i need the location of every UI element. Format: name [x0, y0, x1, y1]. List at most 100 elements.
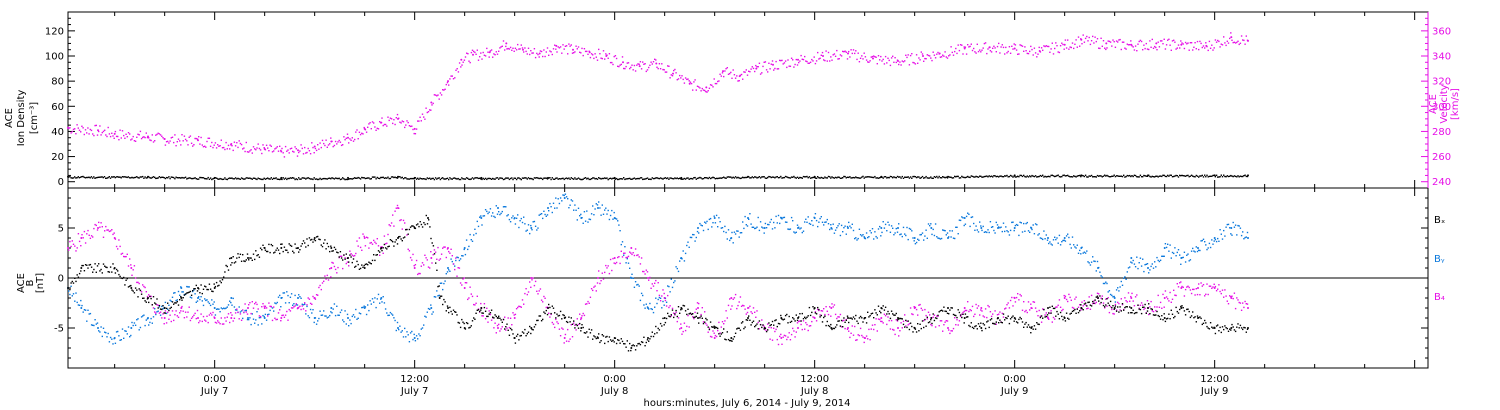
data-point [608, 177, 611, 180]
data-point [661, 177, 663, 180]
data-point [209, 288, 212, 290]
data-point [227, 269, 230, 271]
data-point [595, 337, 597, 340]
data-point [501, 321, 503, 323]
data-point [348, 265, 350, 267]
data-point [1213, 240, 1215, 242]
data-point [1088, 262, 1090, 264]
data-point [368, 261, 370, 263]
data-point [652, 177, 655, 180]
data-point [369, 300, 371, 302]
data-point [587, 221, 589, 223]
data-point [340, 144, 343, 147]
data-point [220, 281, 222, 284]
data-point [162, 137, 164, 139]
data-point [1094, 302, 1096, 305]
data-point [429, 109, 431, 111]
data-point [431, 104, 433, 106]
data-point [497, 207, 499, 209]
data-point [300, 297, 302, 299]
data-point [1198, 48, 1200, 51]
data-point [304, 146, 306, 149]
data-point [346, 313, 349, 316]
data-point [1059, 176, 1062, 178]
data-point [993, 175, 995, 177]
data-point [237, 146, 239, 149]
data-point [549, 316, 551, 318]
data-point [1008, 46, 1011, 48]
data-point [815, 177, 818, 179]
data-point [489, 208, 492, 210]
data-point [606, 177, 608, 179]
data-point [524, 328, 526, 331]
data-point [330, 137, 332, 139]
data-point [319, 142, 321, 144]
data-point [111, 229, 113, 231]
data-point [108, 133, 111, 135]
data-point [634, 70, 637, 72]
data-point [413, 337, 416, 339]
data-point [138, 282, 140, 285]
data-point [604, 342, 606, 345]
data-point [923, 239, 925, 241]
data-point [292, 177, 294, 179]
data-point [723, 328, 725, 330]
data-point [796, 322, 799, 324]
data-point [121, 176, 124, 178]
data-point [545, 177, 547, 179]
data-point [121, 252, 124, 255]
data-point [147, 317, 149, 319]
data-point [419, 116, 421, 118]
data-point [920, 233, 922, 236]
data-point [877, 318, 880, 320]
data-point [213, 144, 215, 146]
data-point [161, 308, 163, 311]
data-point [255, 178, 257, 180]
data-point [774, 227, 776, 229]
data-point [1092, 35, 1094, 38]
data-point [87, 127, 89, 129]
data-point [1155, 266, 1157, 268]
data-point [870, 176, 872, 178]
data-point [575, 323, 577, 326]
data-point [324, 239, 326, 241]
data-point [1230, 174, 1232, 177]
data-point [313, 321, 315, 324]
data-point [495, 51, 497, 53]
data-point [305, 246, 307, 248]
data-point [190, 317, 193, 319]
data-point [390, 313, 393, 315]
data-point [277, 312, 280, 314]
data-point [132, 177, 134, 179]
data-point [86, 264, 88, 266]
data-point [87, 309, 89, 311]
data-point [176, 299, 178, 301]
data-point [1175, 294, 1177, 297]
data-point [579, 215, 581, 217]
data-point [1032, 301, 1034, 303]
data-point [692, 89, 694, 91]
data-point [89, 263, 92, 266]
data-point [275, 177, 277, 179]
data-point [987, 48, 989, 50]
data-point [481, 224, 483, 226]
data-point [623, 67, 625, 70]
data-point [217, 320, 219, 322]
data-point [844, 175, 846, 178]
velocity-tick-label: 320 [1432, 77, 1451, 88]
data-point [974, 229, 976, 231]
data-point [492, 212, 494, 214]
data-point [614, 55, 617, 57]
data-point [1017, 293, 1019, 295]
data-point [1121, 303, 1124, 306]
data-point [182, 177, 184, 179]
data-point [1034, 223, 1037, 225]
data-point [306, 151, 308, 154]
data-point [700, 90, 702, 92]
data-point [845, 51, 847, 53]
data-point [401, 330, 403, 332]
data-point [1000, 226, 1002, 228]
data-point [801, 231, 803, 234]
data-point [683, 305, 686, 307]
data-point [357, 138, 359, 140]
